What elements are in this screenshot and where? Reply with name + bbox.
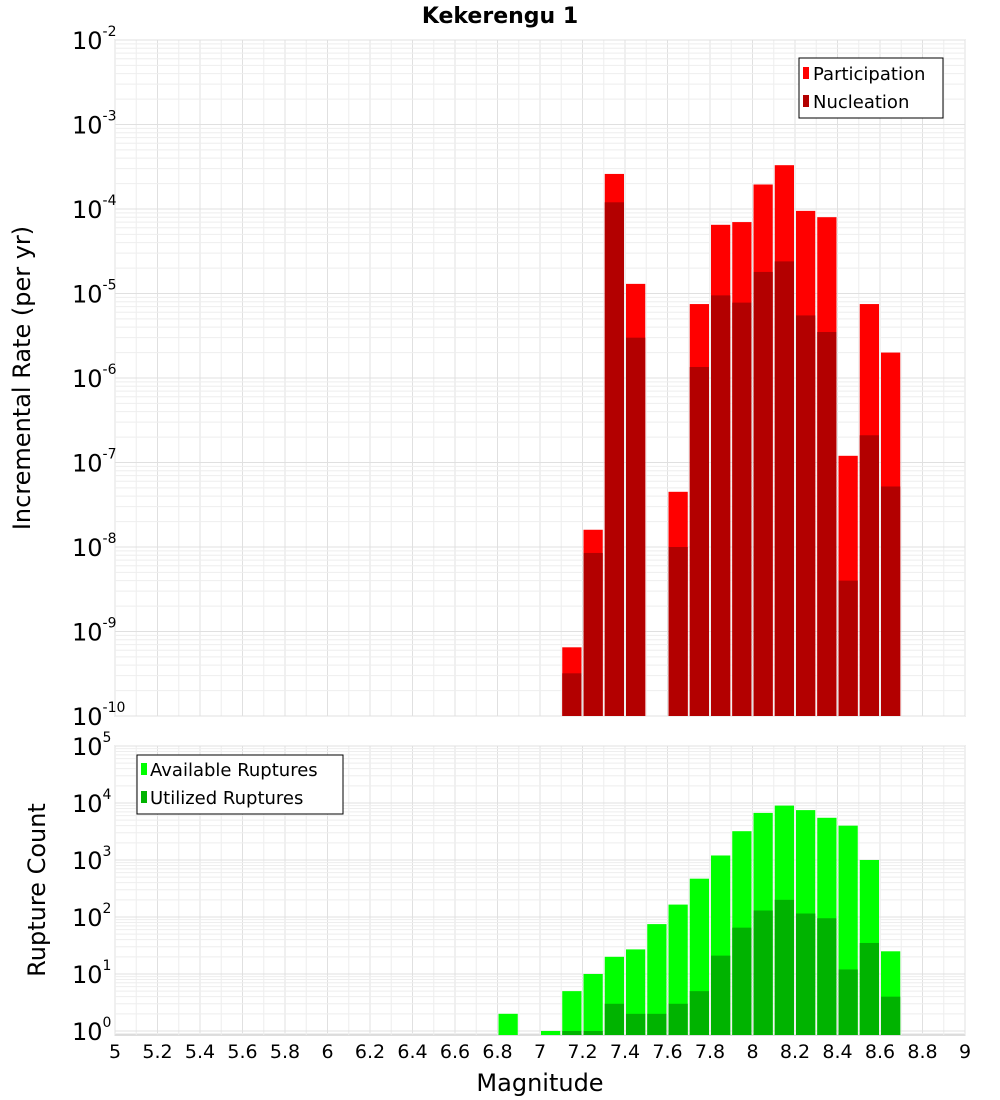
legend-label-utilized: Utilized Ruptures: [150, 788, 303, 809]
x-tick-label: 8.6: [865, 1041, 895, 1063]
count-y-tick-label: 102: [72, 901, 111, 932]
count-bar-series2: [647, 1013, 667, 1035]
rate-y-tick-label: 10-7: [72, 447, 117, 478]
legend-swatch-nucleation: [803, 95, 809, 107]
rate-y-tick-label: 10-2: [72, 24, 117, 55]
count-bar-series2: [583, 1030, 603, 1035]
rate-bar-series2: [626, 337, 646, 716]
count-bar-series2: [732, 927, 752, 1035]
rate-bar-series2: [732, 302, 752, 716]
legend-label-participation: Participation: [813, 64, 925, 85]
count-y-tick-label: 101: [72, 958, 111, 989]
x-tick-label: 5: [109, 1041, 121, 1063]
x-tick-label: 8: [746, 1041, 758, 1063]
rate-bar-series2: [583, 552, 603, 716]
x-tick-labels: 5 5.2 5.4 5.6 5.8 6 6.2 6.4 6.6 6.8 7 7.2 7.4 7.6 7.8 8…: [109, 1041, 971, 1063]
count-bar-series2: [689, 991, 709, 1035]
count-legend: Available Ruptures Utilized Ruptures: [136, 754, 344, 815]
x-tick-label: 6.6: [440, 1041, 470, 1063]
count-bar-series1: [647, 924, 667, 1035]
count-bar-series2: [626, 1013, 646, 1035]
legend-swatch-available: [141, 763, 147, 775]
x-tick-label: 8.4: [822, 1041, 852, 1063]
rate-bar-series2: [881, 486, 901, 716]
rate-grid: [114, 39, 966, 717]
rate-y-tick-label: 10-10: [72, 700, 125, 731]
x-tick-label: 7.8: [695, 1041, 725, 1063]
rate-y-tick-label: 10-9: [72, 616, 117, 647]
count-bars: [498, 805, 901, 1035]
count-bar-series2: [753, 910, 773, 1035]
count-bar-series1: [562, 991, 582, 1035]
count-bar-series2: [796, 913, 816, 1035]
count-bar-series2: [859, 942, 879, 1035]
count-bar-series2: [838, 969, 858, 1035]
rate-bar-series2: [668, 547, 688, 716]
rate-bar-series2: [604, 202, 624, 716]
rate-bar-series2: [562, 673, 582, 716]
count-panel: 100 101 102 103 104 105 5 5.2 5.4 5.6 5.8 6 6.2 6.4 6…: [23, 730, 971, 1097]
rate-bar-series2: [689, 366, 709, 716]
legend-swatch-participation: [803, 67, 809, 79]
rate-y-ticks: 10-10 10-9 10-8 10-7 10-6 10-5 10-4 10-3 10-2: [72, 24, 125, 731]
x-tick-label: 7: [534, 1041, 546, 1063]
count-y-axis-label: Rupture Count: [23, 803, 51, 977]
x-tick-label: 5.4: [185, 1041, 215, 1063]
rate-bar-series2: [859, 435, 879, 716]
rate-legend: Participation Nucleation: [798, 57, 944, 119]
rate-y-tick-label: 10-5: [72, 278, 117, 309]
legend-swatch-utilized: [141, 791, 147, 803]
rate-bar-series2: [711, 295, 731, 716]
count-y-tick-label: 105: [72, 730, 111, 761]
count-bar-series1: [626, 949, 646, 1035]
rate-bar-series2: [774, 261, 794, 716]
rate-bar-series2: [796, 315, 816, 716]
count-bar-series2: [562, 1030, 582, 1035]
rate-y-tick-label: 10-4: [72, 193, 117, 224]
rate-bar-series2: [838, 580, 858, 716]
x-tick-label: 5.2: [142, 1041, 172, 1063]
x-tick-label: 7.4: [610, 1041, 640, 1063]
legend-label-nucleation: Nucleation: [813, 92, 909, 113]
count-bar-series2: [817, 918, 837, 1035]
x-tick-label: 7.6: [652, 1041, 682, 1063]
x-tick-label: 6.8: [482, 1041, 512, 1063]
count-y-ticks: 100 101 102 103 104 105: [72, 730, 112, 1046]
count-bar-series2: [604, 1003, 624, 1035]
count-y-tick-label: 103: [72, 844, 111, 875]
rate-bar-series2: [753, 271, 773, 716]
count-bar-series1: [583, 973, 603, 1035]
legend-label-available: Available Ruptures: [150, 760, 318, 781]
rate-panel: 10-10 10-9 10-8 10-7 10-6 10-5 10-4 10-3 10-2 In…: [8, 24, 966, 731]
x-tick-label: 9: [959, 1041, 971, 1063]
x-tick-label: 7.2: [567, 1041, 597, 1063]
count-y-tick-label: 104: [72, 787, 112, 818]
count-bar-series2: [774, 899, 794, 1035]
x-tick-label: 8.8: [907, 1041, 937, 1063]
x-tick-label: 5.6: [227, 1041, 257, 1063]
rate-bars: [562, 165, 901, 717]
count-bar-series1: [498, 1013, 518, 1035]
count-bar-series1: [541, 1030, 561, 1035]
rate-y-tick-label: 10-8: [72, 531, 117, 562]
x-tick-label: 6.2: [355, 1041, 385, 1063]
x-tick-label: 6: [321, 1041, 333, 1063]
rate-y-axis-label: Incremental Rate (per yr): [8, 226, 36, 530]
x-tick-label: 5.8: [270, 1041, 300, 1063]
x-tick-label: 6.4: [397, 1041, 427, 1063]
count-bar-series2: [881, 996, 901, 1035]
count-bar-series2: [668, 1003, 688, 1035]
rate-y-tick-label: 10-6: [72, 362, 117, 393]
count-y-tick-label: 100: [72, 1015, 111, 1046]
chart-title: Kekerengu 1: [422, 4, 578, 29]
rate-bar-series2: [817, 332, 837, 716]
x-tick-label: 8.2: [780, 1041, 810, 1063]
x-axis-label: Magnitude: [476, 1069, 603, 1097]
count-bar-series1: [668, 904, 688, 1035]
rate-y-tick-label: 10-3: [72, 109, 117, 140]
count-bar-series2: [711, 955, 731, 1035]
